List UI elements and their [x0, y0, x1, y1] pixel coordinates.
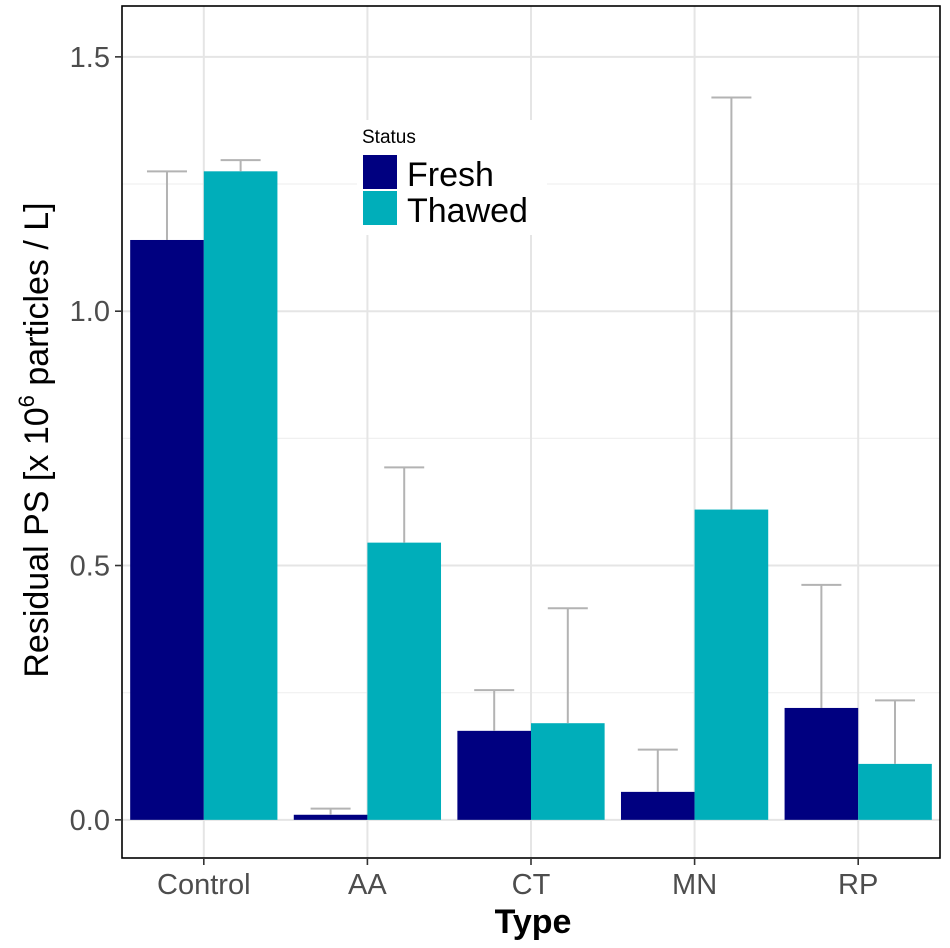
bar-fresh-ct: [457, 730, 531, 820]
bar-thawed-rp: [858, 763, 932, 820]
legend-label-fresh: Fresh: [407, 156, 494, 194]
y-tick-label: 0.0: [70, 805, 110, 837]
bars: [130, 171, 932, 820]
bar-thawed-ct: [531, 723, 605, 820]
x-tick-label: Control: [157, 869, 251, 901]
x-tick-label: CT: [512, 869, 551, 901]
y-axis-title-tail: particles / L]: [18, 202, 56, 395]
bar-fresh-mn: [620, 791, 695, 820]
axes: 0.0 0.5 1.0 1.5 Control AA CT MN RP: [70, 42, 879, 901]
y-tick-label: 1.0: [70, 296, 110, 328]
y-axis-title: Residual PS [x 106 particles / L]: [14, 202, 56, 677]
y-axis-title-superscript: 6: [14, 395, 39, 407]
legend: Status Fresh Thawed: [357, 120, 547, 235]
bar-thawed-control: [203, 171, 278, 820]
bar-fresh-rp: [784, 707, 859, 820]
bar-fresh-aa: [293, 814, 368, 820]
legend-title: Status: [362, 127, 416, 148]
legend-swatch-fresh: [363, 155, 397, 189]
y-axis-title-main: Residual PS [x 10: [18, 407, 56, 677]
bar-thawed-mn: [694, 509, 769, 820]
x-tick-label: MN: [672, 869, 717, 901]
x-tick-label: RP: [838, 869, 878, 901]
x-axis-title: Type: [495, 903, 572, 941]
legend-label-thawed: Thawed: [407, 192, 528, 230]
y-tick-label: 1.5: [70, 42, 110, 74]
y-tick-label: 0.5: [70, 551, 110, 583]
legend-swatch-thawed: [363, 191, 397, 225]
error-bars: [146, 96, 916, 815]
x-tick-label: AA: [348, 869, 387, 901]
bar-thawed-aa: [367, 542, 442, 820]
bar-fresh-control: [130, 239, 204, 820]
